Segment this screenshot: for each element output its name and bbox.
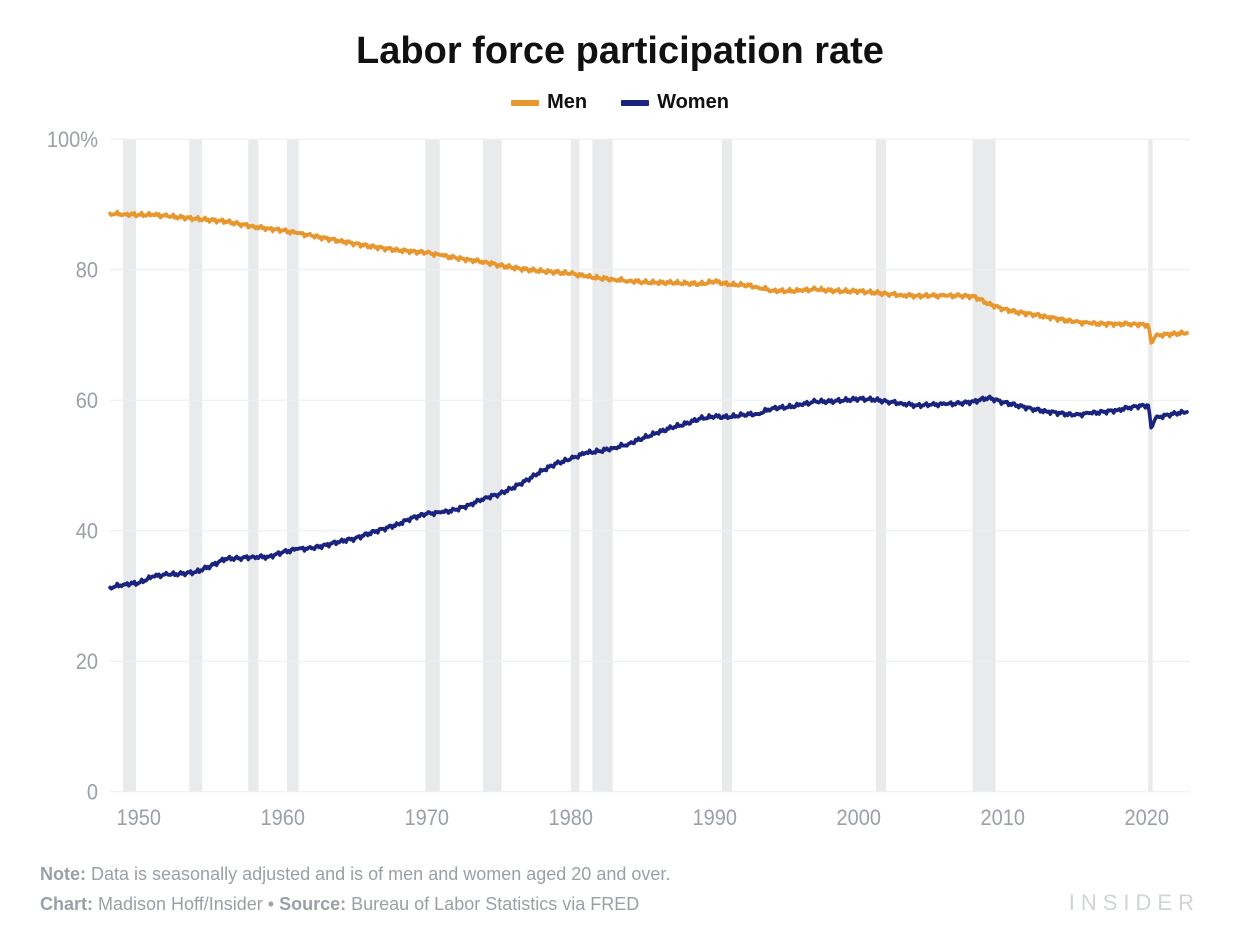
recession-band xyxy=(189,139,202,792)
x-axis-label: 1950 xyxy=(117,806,161,830)
source-text: Bureau of Labor Statistics via FRED xyxy=(346,894,639,914)
recession-band xyxy=(571,139,580,792)
recession-band xyxy=(287,139,299,792)
legend: Men Women xyxy=(40,91,1200,114)
chart-area: 0 20 40 60 80 100% 1950 1960 1970 1980 1990 2000 201… xyxy=(40,128,1200,841)
legend-label-men: Men xyxy=(547,91,587,114)
x-axis-label: 2020 xyxy=(1125,806,1169,830)
recession-band xyxy=(483,139,502,792)
y-axis-label: 20 xyxy=(76,650,98,674)
recession-band xyxy=(592,139,612,792)
source-label: Source: xyxy=(274,894,346,914)
y-axis-label: 60 xyxy=(76,389,98,413)
x-axis-label: 1970 xyxy=(405,806,449,830)
recession-band xyxy=(973,139,996,792)
y-axis-label: 40 xyxy=(76,520,98,544)
legend-item-women: Women xyxy=(621,91,729,114)
brand-watermark: INSIDER xyxy=(1069,890,1200,916)
chart-footer: Note: Data is seasonally adjusted and is… xyxy=(40,859,1200,920)
legend-swatch-women xyxy=(621,100,649,106)
recession-band xyxy=(425,139,439,792)
series-men xyxy=(110,212,1187,343)
legend-item-men: Men xyxy=(511,91,587,114)
note-text: Data is seasonally adjusted and is of me… xyxy=(86,864,670,884)
x-axis-label: 1990 xyxy=(693,806,737,830)
y-axis-label: 100% xyxy=(47,128,98,152)
recession-band xyxy=(722,139,732,792)
chart-credit-label: Chart: xyxy=(40,894,93,914)
y-axis-label: 0 xyxy=(87,781,98,805)
recession-band xyxy=(1148,139,1152,792)
x-axis-label: 2000 xyxy=(837,806,881,830)
recession-band xyxy=(248,139,258,792)
recession-band xyxy=(876,139,886,792)
chart-credit-text: Madison Hoff/Insider xyxy=(93,894,268,914)
x-axis-label: 1960 xyxy=(261,806,305,830)
series-women xyxy=(110,397,1187,589)
chart-title: Labor force participation rate xyxy=(40,30,1200,73)
y-axis-label: 80 xyxy=(76,259,98,283)
legend-swatch-men xyxy=(511,100,539,106)
legend-label-women: Women xyxy=(657,91,729,114)
x-axis-label: 2010 xyxy=(981,806,1025,830)
note-label: Note: xyxy=(40,864,86,884)
recession-band xyxy=(123,139,136,792)
x-axis-label: 1980 xyxy=(549,806,593,830)
line-chart: 0 20 40 60 80 100% 1950 1960 1970 1980 1990 2000 201… xyxy=(40,128,1200,841)
